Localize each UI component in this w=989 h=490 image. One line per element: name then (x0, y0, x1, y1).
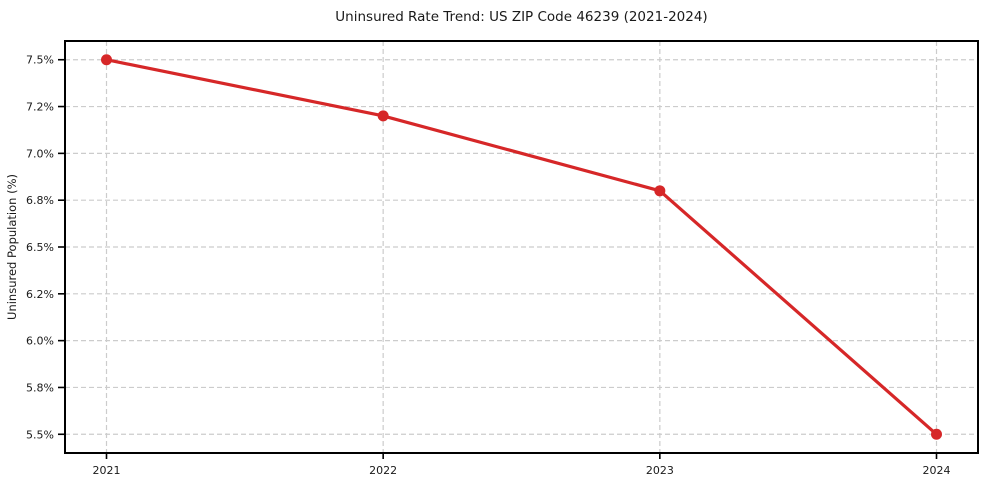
data-point (377, 110, 389, 122)
data-point (101, 54, 112, 66)
trend-series (101, 54, 942, 440)
y-tick-label: 7.5% (26, 54, 54, 67)
y-tick-label: 6.0% (26, 335, 54, 348)
chart-title: Uninsured Rate Trend: US ZIP Code 46239 … (335, 9, 707, 25)
gridlines (65, 41, 978, 453)
x-tick-label: 2022 (369, 464, 397, 477)
y-tick-label: 6.8% (26, 194, 54, 207)
y-tick-label: 5.5% (26, 428, 54, 441)
y-tick-label: 7.0% (26, 147, 54, 160)
y-tick-label: 6.2% (26, 288, 54, 301)
x-tick-label: 2021 (93, 464, 121, 477)
y-tick-label: 5.8% (26, 381, 54, 394)
data-point (931, 428, 942, 440)
x-tick-label: 2023 (646, 464, 674, 477)
y-tick-label: 6.5% (26, 241, 54, 254)
axes: 5.5% 5.8% 6.0% 6.2% 6.5% 6.8% 7.0% 7.2% 7.5% 2021… (26, 40, 979, 477)
trend-line (104, 58, 939, 436)
y-tick-label: 7.2% (26, 101, 54, 114)
data-point (654, 185, 666, 197)
y-axis-label: Uninsured Population (%) (5, 174, 19, 320)
x-tick-label: 2024 (923, 464, 951, 477)
